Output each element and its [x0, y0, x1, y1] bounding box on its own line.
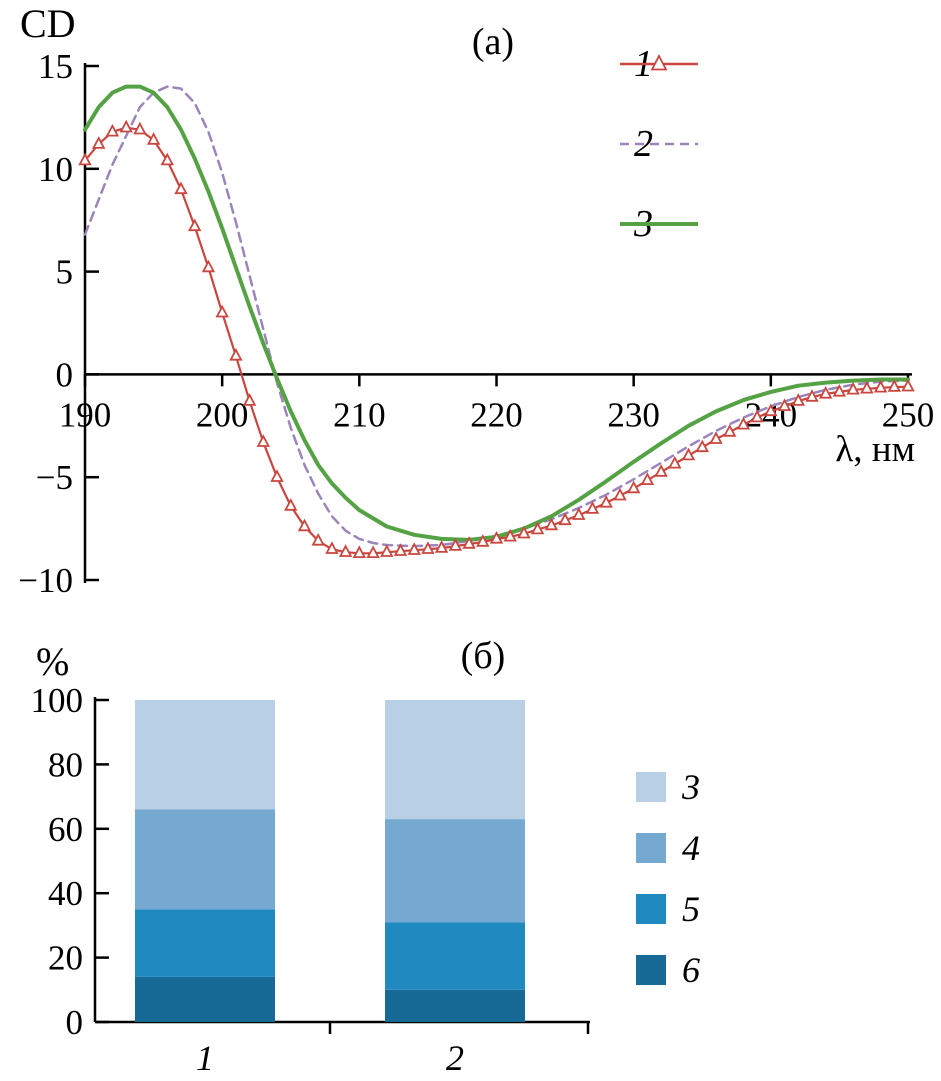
legend-label: 4: [682, 828, 700, 868]
svg-text:−10: −10: [18, 561, 73, 600]
svg-text:20: 20: [48, 939, 83, 978]
svg-text:80: 80: [48, 745, 83, 784]
legend-item-segment-5: 5: [636, 888, 700, 930]
svg-text:190: 190: [59, 395, 112, 434]
svg-text:250: 250: [882, 395, 935, 434]
legend-label: 6: [682, 950, 700, 990]
svg-text:220: 220: [470, 395, 523, 434]
svg-text:5: 5: [56, 253, 74, 292]
legend-item-series-2: 2: [618, 122, 698, 166]
svg-text:2: 2: [446, 1038, 464, 1078]
secondary-structure-bar-chart: 0 20 40 60 80 100 1 2: [31, 681, 590, 1078]
svg-text:40: 40: [48, 874, 83, 913]
cd-spectra-line-chart: −10−5051015190200210220230240250: [18, 47, 935, 600]
legend-item-segment-6: 6: [636, 949, 700, 991]
panel-a-y-axis-title: CD: [20, 1, 76, 46]
legend-label: 5: [682, 889, 700, 929]
panel-a-label: (a): [471, 21, 515, 63]
panel-a-x-axis-title: λ, нм: [835, 429, 915, 470]
legend-item-segment-4: 4: [636, 827, 700, 869]
legend-item-series-1: 1: [618, 42, 698, 86]
panel-b-y-axis-title: %: [36, 639, 70, 684]
svg-text:1: 1: [196, 1038, 214, 1078]
svg-text:15: 15: [38, 47, 73, 86]
legend-label: 3: [682, 767, 700, 807]
legend-item-segment-3: 3: [636, 766, 700, 808]
svg-text:10: 10: [38, 150, 73, 189]
svg-text:−5: −5: [36, 458, 73, 497]
segment-4-color-swatch: [636, 833, 666, 863]
svg-text:60: 60: [48, 810, 83, 849]
series-3-solid-line-icon: [620, 222, 698, 226]
segment-6-color-swatch: [636, 955, 666, 985]
segment-5-color-swatch: [636, 894, 666, 924]
segment-3-color-swatch: [636, 772, 666, 802]
svg-text:0: 0: [56, 355, 74, 394]
legend-panel-b: 3 4 5 6: [636, 766, 700, 1010]
legend-item-series-3: 3: [618, 202, 698, 246]
svg-text:100: 100: [31, 681, 84, 720]
panel-b-label: (б): [460, 635, 506, 677]
series-2-dashed-line-icon: [620, 142, 698, 146]
svg-text:0: 0: [66, 1003, 84, 1042]
svg-text:210: 210: [333, 395, 386, 434]
legend-panel-a: 1 2 3: [618, 42, 698, 282]
svg-text:200: 200: [196, 395, 249, 434]
svg-text:230: 230: [607, 395, 660, 434]
series-1-triangle-line-icon: [620, 54, 698, 71]
